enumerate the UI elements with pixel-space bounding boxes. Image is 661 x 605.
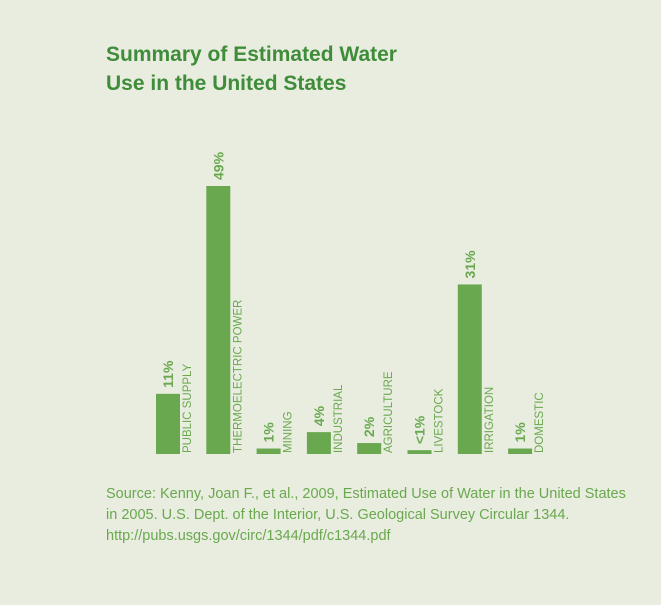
category-label: INDUSTRIAL [333,384,345,453]
category-label: MINING [283,411,295,453]
bar [407,450,432,454]
value-label: 2% [361,416,377,437]
value-label: 31% [462,250,478,279]
category-label: IRRIGATION [484,387,496,453]
value-label: 49% [210,151,226,180]
chart-title: Summary of Estimated Water Use in the Un… [106,43,397,95]
value-label: 1% [512,422,528,443]
value-label: <1% [412,415,428,444]
category-label: THERMOELECTRIC POWER [232,300,244,453]
category-label: LIVESTOCK [434,388,446,453]
bar [357,443,382,454]
bar [156,393,180,454]
value-label: 4% [311,405,327,426]
category-label: PUBLIC SUPPLY [182,363,194,453]
category-label: AGRICULTURE [383,371,395,453]
bar [306,432,331,454]
bar [508,448,533,454]
bar [206,186,231,454]
bar [457,284,482,454]
source-note: Source: Kenny, Joan F., et al., 2009, Es… [106,486,626,544]
value-label: 1% [261,422,277,443]
category-label: DOMESTIC [534,392,546,453]
value-label: 11% [160,360,176,388]
bar [256,448,281,454]
